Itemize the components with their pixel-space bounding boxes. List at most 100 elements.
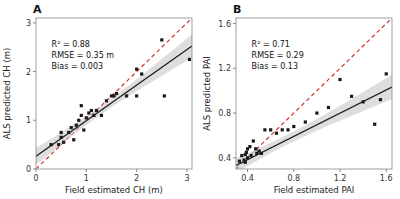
x-tick	[293, 169, 294, 172]
regression-line	[36, 46, 192, 156]
point	[60, 131, 63, 134]
point	[286, 128, 289, 131]
point	[252, 139, 255, 142]
point	[80, 104, 83, 107]
x-tick-label: 1.2	[334, 174, 347, 183]
point	[327, 106, 330, 109]
y-tick-label: 3	[26, 19, 31, 28]
x-tick-label: 2	[134, 174, 139, 183]
point	[49, 143, 52, 146]
x-tick-label: 0.8	[287, 174, 300, 183]
y-axis-label: ALS predicted PAI	[202, 56, 212, 131]
point	[373, 123, 376, 126]
y-tick-label: 1.2	[218, 64, 231, 73]
y-tick	[233, 157, 236, 158]
x-tick	[386, 169, 387, 172]
point	[263, 128, 266, 131]
point	[90, 109, 93, 112]
point	[249, 154, 252, 157]
y-tick-label: 0	[26, 165, 31, 174]
stats-annotation: Bias = 0.13	[252, 62, 298, 71]
x-tick	[136, 169, 137, 172]
y-tick	[33, 71, 36, 72]
y-tick-label: 0.8	[218, 109, 231, 118]
point	[315, 111, 318, 114]
x-tick-label: 1.6	[380, 174, 393, 183]
y-tick	[233, 113, 236, 114]
point	[292, 125, 295, 128]
point	[92, 114, 95, 117]
x-axis-label: Field estimated CH (m)	[65, 185, 163, 195]
stats-annotation: R² = 0.88	[52, 40, 90, 49]
point	[135, 68, 138, 71]
y-tick-label: 2	[26, 68, 31, 77]
stats-annotation: R² = 0.71	[252, 40, 290, 49]
y-tick-label: 1.6	[218, 20, 231, 29]
point	[75, 124, 78, 127]
point	[77, 119, 80, 122]
y-axis-label: ALS predicted CH (m)	[2, 48, 12, 140]
x-tick-label: 1	[84, 174, 89, 183]
point	[244, 161, 247, 164]
point	[60, 136, 63, 139]
point	[100, 114, 103, 117]
point	[362, 100, 365, 103]
point	[350, 95, 353, 98]
point	[70, 126, 73, 129]
panel-label: A	[33, 3, 42, 16]
plot-frame	[36, 18, 192, 169]
point	[254, 147, 257, 150]
stats-annotation: Bias = 0.003	[52, 62, 103, 71]
y-tick	[33, 169, 36, 170]
point	[95, 109, 98, 112]
figure: 0 1 2 3 0 1 2 3 Field estimated CH (m) ALS predic…	[0, 0, 400, 199]
point	[62, 141, 65, 144]
point	[379, 98, 382, 101]
point	[140, 72, 143, 75]
point	[135, 94, 138, 97]
point	[238, 160, 241, 163]
stats-annotation: RMSE = 0.35 m	[52, 51, 115, 60]
point	[67, 131, 70, 134]
x-tick	[247, 169, 248, 172]
panel: 0 1 2 3 0 1 2 3 Field estimated CH (m) ALS predic…	[2, 3, 192, 195]
point	[57, 143, 60, 146]
point	[85, 116, 88, 119]
point	[82, 128, 85, 131]
point	[248, 145, 251, 148]
x-tick	[186, 169, 187, 172]
point	[245, 151, 248, 154]
point	[112, 94, 115, 97]
point	[72, 138, 75, 141]
point	[105, 99, 108, 102]
x-tick-label: 3	[184, 174, 189, 183]
x-tick-label: 0	[33, 174, 38, 183]
point	[275, 132, 278, 135]
x-tick	[340, 169, 341, 172]
one-to-one-line	[36, 18, 192, 169]
ci-band	[236, 75, 392, 169]
y-tick-label: 0.4	[218, 154, 231, 163]
point	[125, 94, 128, 97]
point	[188, 58, 191, 61]
y-tick	[233, 68, 236, 69]
plot-frame	[236, 18, 392, 169]
regression-line	[236, 87, 392, 166]
x-tick-label: 0.4	[241, 174, 254, 183]
point	[160, 38, 163, 41]
point	[385, 72, 388, 75]
y-tick	[233, 23, 236, 24]
point	[304, 120, 307, 123]
point	[260, 152, 263, 155]
panel: 0.40.81.21.60.40.81.21.6Field estimated …	[202, 3, 393, 195]
plot-area	[36, 18, 192, 169]
point	[80, 114, 83, 117]
point	[246, 156, 249, 159]
stats-annotation: RMSE = 0.29	[252, 51, 304, 60]
point	[269, 128, 272, 131]
x-tick	[86, 169, 87, 172]
y-tick	[33, 22, 36, 23]
plot-area	[236, 18, 392, 169]
y-tick-label: 1	[26, 116, 31, 125]
point	[281, 128, 284, 131]
